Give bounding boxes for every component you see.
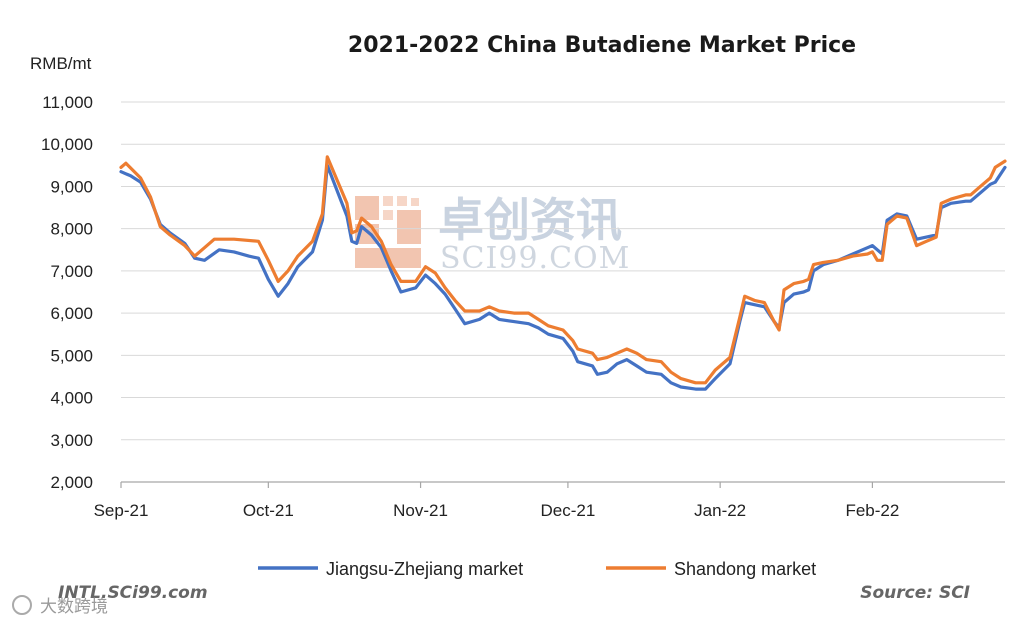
watermark: 卓创资讯 SCI99.COM	[355, 193, 630, 276]
x-tick-label: Oct-21	[243, 501, 294, 520]
series-layer	[119, 155, 1007, 391]
y-axis-ticks: 2,000 3,000 4,000 5,000 6,000 7,000 8,000 9,000…	[41, 93, 93, 492]
y-tick-label: 2,000	[50, 473, 93, 492]
series-line-shandong	[119, 155, 1007, 385]
y-tick-label: 5,000	[50, 346, 93, 365]
y-tick-label: 3,000	[50, 431, 93, 450]
legend: Jiangsu-Zhejiang market Shandong market	[258, 559, 816, 579]
series-line-jiangsu-zhejiang	[119, 163, 1007, 391]
watermark-cn: 卓创资讯	[438, 193, 622, 247]
corner-watermark: 大数跨境	[12, 595, 108, 617]
y-axis-unit: RMB/mt	[30, 54, 92, 73]
x-tick-label: Sep-21	[94, 501, 149, 520]
watermark-en: SCI99.COM	[440, 241, 630, 276]
y-tick-label: 4,000	[50, 389, 93, 408]
x-tick-label: Feb-22	[845, 501, 899, 520]
x-tick-label: Jan-22	[694, 501, 746, 520]
y-tick-label: 8,000	[50, 220, 93, 239]
y-tick-label: 10,000	[41, 135, 93, 154]
legend-label-shandong: Shandong market	[674, 559, 816, 579]
y-tick-label: 9,000	[50, 177, 93, 196]
corner-logo-icon	[12, 595, 32, 615]
y-tick-label: 6,000	[50, 304, 93, 323]
corner-watermark-text: 大数跨境	[40, 597, 108, 617]
footer-site: INTL.SCi99.com	[58, 583, 208, 603]
y-tick-label: 11,000	[42, 93, 93, 112]
x-tick-label: Dec-21	[541, 501, 596, 520]
legend-label-jiangsu-zhejiang: Jiangsu-Zhejiang market	[326, 559, 523, 579]
x-tick-label: Nov-21	[393, 501, 448, 520]
chart-title: 2021-2022 China Butadiene Market Price	[348, 33, 856, 58]
y-tick-label: 7,000	[50, 262, 93, 281]
grid-lines	[121, 101, 1005, 483]
x-axis-ticks: Sep-21 Oct-21 Nov-21 Dec-21 Jan-22 Feb-22	[94, 482, 899, 520]
footer-source: Source: SCI	[860, 583, 970, 603]
